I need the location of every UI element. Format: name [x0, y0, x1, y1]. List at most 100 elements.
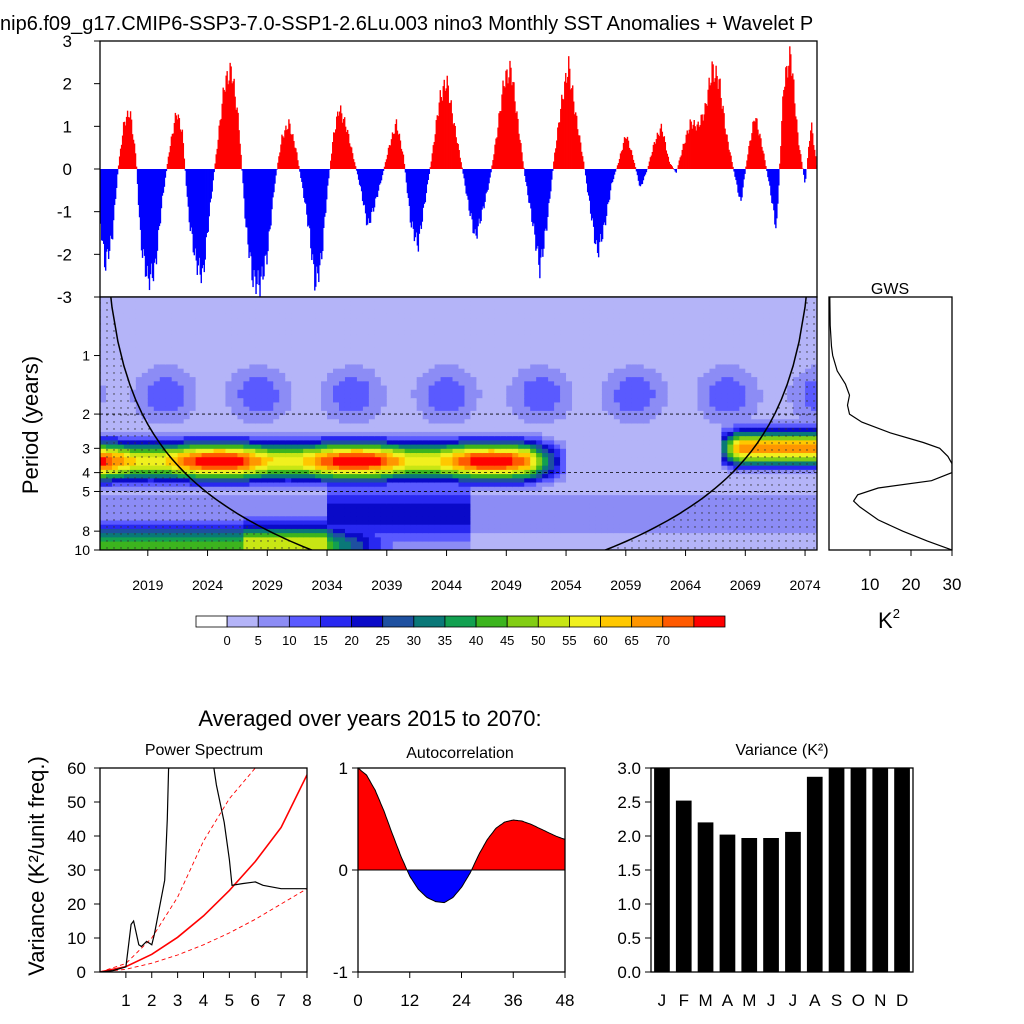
wavelet-cell [279, 322, 286, 328]
wavelet-cell [434, 372, 442, 378]
wavelet-cell [374, 305, 382, 311]
sst-bar [407, 169, 410, 198]
wavelet-cell [350, 490, 358, 496]
wavelet-cell [327, 313, 334, 319]
wavelet-cell [339, 372, 346, 378]
wavelet-cell [344, 457, 352, 463]
wavelet-cell [231, 507, 239, 513]
wavelet-cell [464, 520, 472, 526]
wavelet-cell [315, 326, 322, 332]
wavelet-cell [237, 356, 244, 361]
wavelet-cell [440, 313, 448, 319]
wavelet-cell [446, 520, 454, 526]
wavelet-cell [231, 343, 239, 349]
wavelet-cell [500, 406, 507, 412]
wavelet-cell [344, 448, 352, 454]
wavelet-cell [482, 364, 489, 370]
wavelet-cell [488, 490, 495, 496]
sst-bar [438, 102, 440, 169]
wavelet-cell [482, 495, 489, 500]
wavelet-cell [512, 499, 519, 505]
wavelet-cell [404, 372, 412, 378]
wavelet-cell [440, 398, 448, 404]
sst-bar [202, 169, 204, 266]
sst-bar [296, 152, 298, 169]
wavelet-cell [261, 427, 268, 433]
wavelet-cell [482, 541, 489, 547]
wavelet-cell [362, 398, 370, 404]
wavelet-cell [386, 457, 394, 463]
wavelet-cell [464, 541, 472, 547]
wavelet-cell [350, 461, 358, 467]
wavelet-cell [398, 461, 406, 467]
sst-bar [773, 169, 775, 211]
wavelet-cell [171, 356, 179, 361]
wavelet-cell [386, 309, 394, 315]
wavelet-cell [494, 537, 501, 543]
wavelet-cell [183, 351, 191, 357]
wavelet-cell [327, 381, 334, 387]
wavelet-cell [201, 461, 209, 467]
wavelet-cell [452, 330, 460, 336]
wavelet-cell [518, 419, 525, 425]
sst-bar [307, 169, 309, 227]
wavelet-cell [291, 389, 298, 395]
wavelet-cell [195, 431, 203, 437]
wavelet-cell [255, 478, 262, 484]
wavelet-cell [231, 486, 239, 492]
wavelet-cell [327, 490, 334, 496]
wavelet-cell [243, 322, 250, 328]
wavelet-cell [201, 343, 209, 349]
wavelet-cell [428, 474, 436, 479]
wavelet-cell [231, 490, 239, 496]
wavelet-cell [261, 322, 268, 328]
wavelet-cell [398, 474, 406, 479]
wavelet-cell [422, 415, 430, 420]
wavelet-cell [488, 541, 495, 547]
wavelet-cell [494, 415, 501, 420]
wavelet-cell [476, 364, 483, 370]
wavelet-cell [219, 301, 227, 307]
wavelet-cell [482, 381, 489, 387]
sst-bar [744, 169, 746, 174]
wavelet-cell [512, 301, 519, 307]
sst-bar [447, 85, 449, 169]
wavelet-cell [452, 444, 460, 450]
wavelet-cell [362, 393, 370, 399]
wavelet-cell [476, 453, 483, 458]
sst-bar [269, 169, 271, 230]
wavelet-cell [362, 457, 370, 463]
wavelet-cell [356, 334, 364, 340]
wavelet-cell [374, 360, 382, 366]
wavelet-cell [327, 385, 334, 391]
wavelet-cell [315, 427, 322, 433]
wavelet-cell [470, 301, 478, 307]
wavelet-cell [422, 347, 430, 353]
wavelet-cell [374, 524, 382, 530]
wavelet-cell [362, 545, 370, 550]
wavelet-cell [488, 318, 495, 323]
wavelet-cell [231, 431, 239, 437]
wavelet-cell [362, 524, 370, 530]
wavelet-cell [392, 368, 400, 374]
wavelet-cell [303, 423, 310, 429]
wavelet-cell [255, 398, 262, 404]
wavelet-cell [147, 410, 155, 416]
wavelet-cell [207, 351, 215, 357]
wavelet-cell [434, 351, 442, 357]
wavelet-cell [374, 313, 382, 319]
sst-bar [390, 139, 393, 169]
wavelet-cell [309, 440, 316, 446]
wavelet-cell [303, 402, 310, 408]
wavelet-cell [350, 301, 358, 307]
wavelet-cell [434, 309, 442, 315]
wavelet-cell [458, 385, 466, 391]
wavelet-cell [386, 360, 394, 366]
wavelet-cell [339, 402, 346, 408]
wavelet-cell [177, 360, 185, 366]
wavelet-cell [452, 440, 460, 446]
wavelet-cell [392, 410, 400, 416]
wavelet-cell [255, 415, 262, 420]
wavelet-cell [392, 478, 400, 484]
wavelet-cell [416, 436, 424, 441]
